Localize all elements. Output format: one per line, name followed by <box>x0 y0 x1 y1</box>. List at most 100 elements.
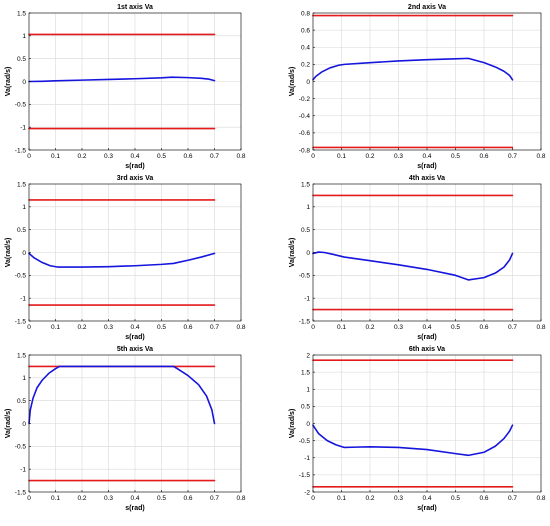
x-tick-label: 0.2 <box>77 153 86 160</box>
x-tick-label: 0.8 <box>536 324 545 331</box>
y-tick-label: 1 <box>22 33 26 40</box>
y-tick-label: -1.5 <box>15 318 27 325</box>
x-tick-label: 0.7 <box>508 324 517 331</box>
x-axis-label: s(rad) <box>125 334 144 341</box>
x-axis-label: s(rad) <box>417 334 436 341</box>
x-tick-label: 0.1 <box>51 153 60 160</box>
y-tick-label: -1.5 <box>15 489 27 496</box>
y-axis-label: Va(rad/s) <box>5 238 12 268</box>
y-tick-label: -1 <box>304 295 310 302</box>
series-line-3 <box>28 252 216 268</box>
y-tick-label: -0.6 <box>299 130 311 137</box>
y-axis-label: Va(rad/s) <box>5 67 12 97</box>
x-tick-label: 0.2 <box>365 495 374 502</box>
y-tick-label: -0.8 <box>299 147 311 154</box>
x-tick-label: 0.5 <box>451 324 460 331</box>
y-tick-label: -1.5 <box>299 318 311 325</box>
y-tick-label: -1 <box>20 295 26 302</box>
y-tick-label: 0 <box>22 421 26 428</box>
x-tick-label: 0 <box>311 324 315 331</box>
series-line-3 <box>312 424 514 457</box>
y-axis-label: Va(rad/s) <box>289 67 296 97</box>
x-tick-label: 0.3 <box>104 153 113 160</box>
y-tick-label: 1 <box>22 204 26 211</box>
series-line-3 <box>28 365 216 425</box>
subplot-5: 0 0.1 0.2 0.3 0.4 0.5 0.6 0.7 0.8 -1.5 -1 -0.5 0 0.5 1… <box>5 346 246 512</box>
x-tick-label: 0.1 <box>51 324 60 331</box>
y-tick-label: 1.5 <box>301 181 310 188</box>
x-tick-label: 0.5 <box>451 495 460 502</box>
y-tick-label: 1.5 <box>17 181 26 188</box>
subplot-4: 0 0.1 0.2 0.3 0.4 0.5 0.6 0.7 0.8 -1.5 -1 -0.5 0 0.5 1… <box>289 175 546 341</box>
x-tick-label: 0 <box>27 324 31 331</box>
x-tick-label: 0.6 <box>479 495 488 502</box>
y-tick-label: 0.5 <box>17 227 26 234</box>
x-tick-label: 0.3 <box>394 153 403 160</box>
y-tick-label: 1 <box>22 375 26 382</box>
x-tick-label: 0.7 <box>210 324 219 331</box>
x-axis-label: s(rad) <box>417 505 436 512</box>
x-axis-label: s(rad) <box>125 505 144 512</box>
y-tick-label: -0.2 <box>299 96 311 103</box>
y-tick-label: -0.4 <box>299 113 311 120</box>
y-tick-label: -1 <box>304 455 310 462</box>
x-tick-label: 0.2 <box>365 153 374 160</box>
x-tick-label: 0.4 <box>422 153 431 160</box>
y-tick-label: 2 <box>306 352 310 359</box>
y-tick-label: 0.5 <box>301 404 310 411</box>
x-tick-label: 0.7 <box>210 153 219 160</box>
x-tick-label: 0.5 <box>157 495 166 502</box>
x-tick-label: 0.1 <box>337 153 346 160</box>
series-line-3 <box>312 251 514 281</box>
x-tick-label: 0.6 <box>183 324 192 331</box>
x-tick-label: 0.1 <box>51 495 60 502</box>
series-line-3 <box>312 57 514 81</box>
y-tick-label: -0.5 <box>299 273 311 280</box>
x-tick-label: 0.2 <box>365 324 374 331</box>
x-tick-label: 0.8 <box>536 153 545 160</box>
y-tick-label: 1.5 <box>17 352 26 359</box>
y-axis-label: Va(rad/s) <box>289 409 296 439</box>
y-tick-label: 0.2 <box>301 62 310 69</box>
x-tick-label: 0.3 <box>394 324 403 331</box>
x-tick-label: 0.2 <box>77 324 86 331</box>
x-axis-label: s(rad) <box>125 163 144 170</box>
y-tick-label: 0.5 <box>301 227 310 234</box>
x-tick-label: 0.5 <box>451 153 460 160</box>
x-tick-label: 0.4 <box>130 324 139 331</box>
y-tick-label: 1 <box>306 204 310 211</box>
x-tick-label: 0.4 <box>422 324 431 331</box>
y-tick-label: -0.5 <box>15 273 27 280</box>
x-tick-label: 0.2 <box>77 495 86 502</box>
subplot-1: 0 0.1 0.2 0.3 0.4 0.5 0.6 0.7 0.8 -1.5 -1 -0.5 0 0.5 1… <box>5 4 246 170</box>
x-tick-label: 0.8 <box>236 495 245 502</box>
y-tick-label: 0.4 <box>301 45 310 52</box>
y-tick-label: 0 <box>306 421 310 428</box>
x-tick-label: 0.7 <box>210 495 219 502</box>
x-tick-label: 0.3 <box>394 495 403 502</box>
x-tick-label: 0.5 <box>157 153 166 160</box>
y-tick-label: 0 <box>22 250 26 257</box>
chart-title: 4th axis Va <box>409 175 445 182</box>
y-axis-label: Va(rad/s) <box>5 409 12 439</box>
chart-title: 5th axis Va <box>117 346 153 353</box>
x-tick-label: 0.1 <box>337 324 346 331</box>
y-tick-label: -0.5 <box>15 102 27 109</box>
y-tick-label: 1.5 <box>17 10 26 17</box>
y-tick-label: -0.5 <box>299 438 311 445</box>
subplot-2: 0 0.1 0.2 0.3 0.4 0.5 0.6 0.7 0.8 -0.8 -0.6 -0.4 -0.… <box>289 4 546 170</box>
x-tick-label: 0.7 <box>508 153 517 160</box>
y-tick-label: 0.6 <box>301 27 310 34</box>
chart-title: 1st axis Va <box>117 4 153 11</box>
y-tick-label: 0 <box>22 79 26 86</box>
y-tick-label: 0.5 <box>17 56 26 63</box>
x-tick-label: 0.3 <box>104 324 113 331</box>
x-tick-label: 0.4 <box>422 495 431 502</box>
x-tick-label: 0.8 <box>536 495 545 502</box>
y-tick-label: 0.8 <box>301 10 310 17</box>
x-tick-label: 0.6 <box>183 495 192 502</box>
x-tick-label: 0.6 <box>479 324 488 331</box>
chart-title: 3rd axis Va <box>117 175 154 182</box>
x-tick-label: 0.8 <box>236 324 245 331</box>
